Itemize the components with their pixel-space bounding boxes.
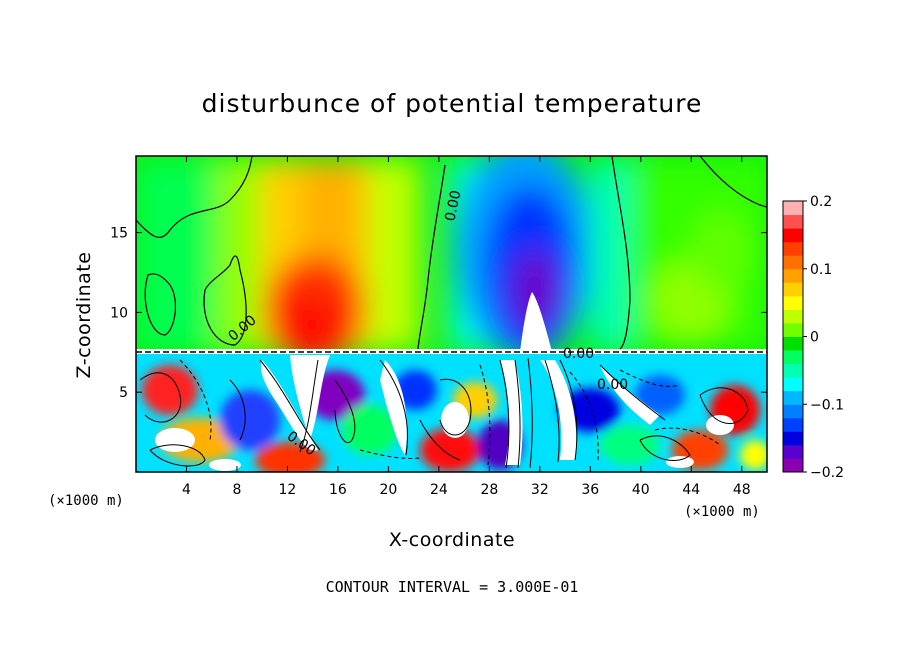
x-tick-label: 36	[581, 482, 599, 498]
colorbar-tick-label: −0.2	[810, 465, 844, 481]
colorbar-swatch	[783, 295, 803, 310]
colorbar: 0.2 0.1 0 −0.1 −0.2	[782, 194, 844, 481]
contour-label: 0.00	[597, 377, 628, 393]
colorbar-swatch	[783, 241, 803, 256]
x-tick-label: 20	[379, 482, 397, 498]
x-tick-label: 48	[733, 482, 751, 498]
colorbar-swatch	[783, 444, 803, 459]
y-axis-label: Z-coordinate	[73, 252, 95, 379]
heatmap-field	[136, 156, 767, 472]
x-axis: 4 8 12 16 20 24 28 32 36 40 44 48	[182, 156, 751, 498]
x-axis-label: X-coordinate	[389, 529, 515, 551]
colorbar-swatch	[783, 201, 803, 216]
x-tick-label: 8	[232, 482, 241, 498]
colorbar-swatch	[783, 431, 803, 446]
colorbar-tick-label: −0.1	[810, 397, 844, 413]
x-tick-label: 40	[632, 482, 650, 498]
colorbar-swatch	[783, 377, 803, 392]
y-tick-label: 15	[110, 226, 128, 242]
colorbar-swatch	[783, 404, 803, 419]
colorbar-swatch	[783, 458, 803, 473]
colorbar-tick-label: 0.2	[810, 194, 832, 210]
contour-label: 0.00	[563, 346, 594, 362]
x-tick-label: 32	[531, 482, 549, 498]
colorbar-swatch	[783, 417, 803, 432]
colorbar-swatch	[783, 309, 803, 324]
x-tick-label: 4	[182, 482, 191, 498]
colorbar-swatch	[783, 336, 803, 351]
colorbar-swatch	[783, 350, 803, 365]
contour-interval-note: CONTOUR INTERVAL = 3.000E-01	[326, 578, 579, 596]
colorbar-swatch	[783, 268, 803, 283]
y-tick-label: 5	[119, 385, 128, 401]
contour-label: 0.00	[442, 189, 464, 223]
plot-frame	[135, 155, 768, 473]
x-tick-label: 16	[329, 482, 347, 498]
colorbar-swatch	[783, 228, 803, 243]
x-tick-label: 28	[480, 482, 498, 498]
colorbar-swatch	[783, 255, 803, 270]
x-unit-left: (×1000 m)	[48, 493, 124, 509]
colorbar-swatch	[783, 390, 803, 405]
colorbar-tick-label: 0	[810, 330, 819, 346]
x-tick-label: 12	[279, 482, 297, 498]
colorbar-swatch	[783, 363, 803, 378]
x-unit-right: (×1000 m)	[684, 504, 760, 520]
colorbar-swatch	[783, 282, 803, 297]
colorbar-swatch	[783, 322, 803, 337]
x-tick-label: 24	[430, 482, 448, 498]
y-tick-label: 10	[110, 305, 128, 321]
x-tick-label: 44	[682, 482, 700, 498]
colorbar-swatch	[783, 214, 803, 229]
colorbar-tick-label: 0.1	[810, 262, 832, 278]
y-axis: 5 10 15	[110, 226, 767, 401]
chart-title: disturbunce of potential temperature	[202, 89, 703, 118]
